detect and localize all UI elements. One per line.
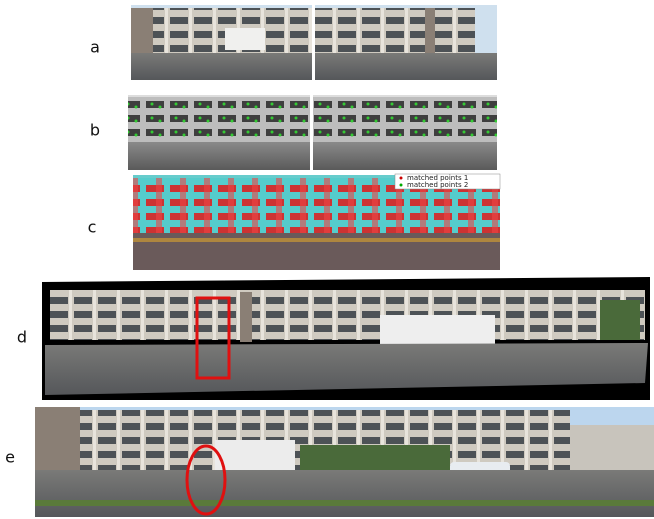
panel-label: c: [88, 218, 97, 237]
photo-a-right: [315, 5, 497, 80]
photo-b-right: [313, 95, 497, 170]
panel-label: a: [90, 38, 100, 57]
panel-label: b: [90, 121, 100, 140]
panel-label: e: [5, 448, 15, 467]
photo-a-left: [131, 5, 312, 80]
photo-e: [35, 407, 654, 517]
photo-b-left: [128, 95, 310, 170]
figure: a b c d e matched points 1 matched: [0, 0, 654, 519]
page: a b c d e matched points 1 matched: [0, 0, 654, 519]
panel-label: d: [17, 328, 27, 347]
legend-entry: matched points 2: [407, 181, 468, 189]
photo-c: matched points 1 matched points 2: [133, 174, 500, 270]
photo-d: [42, 277, 650, 400]
